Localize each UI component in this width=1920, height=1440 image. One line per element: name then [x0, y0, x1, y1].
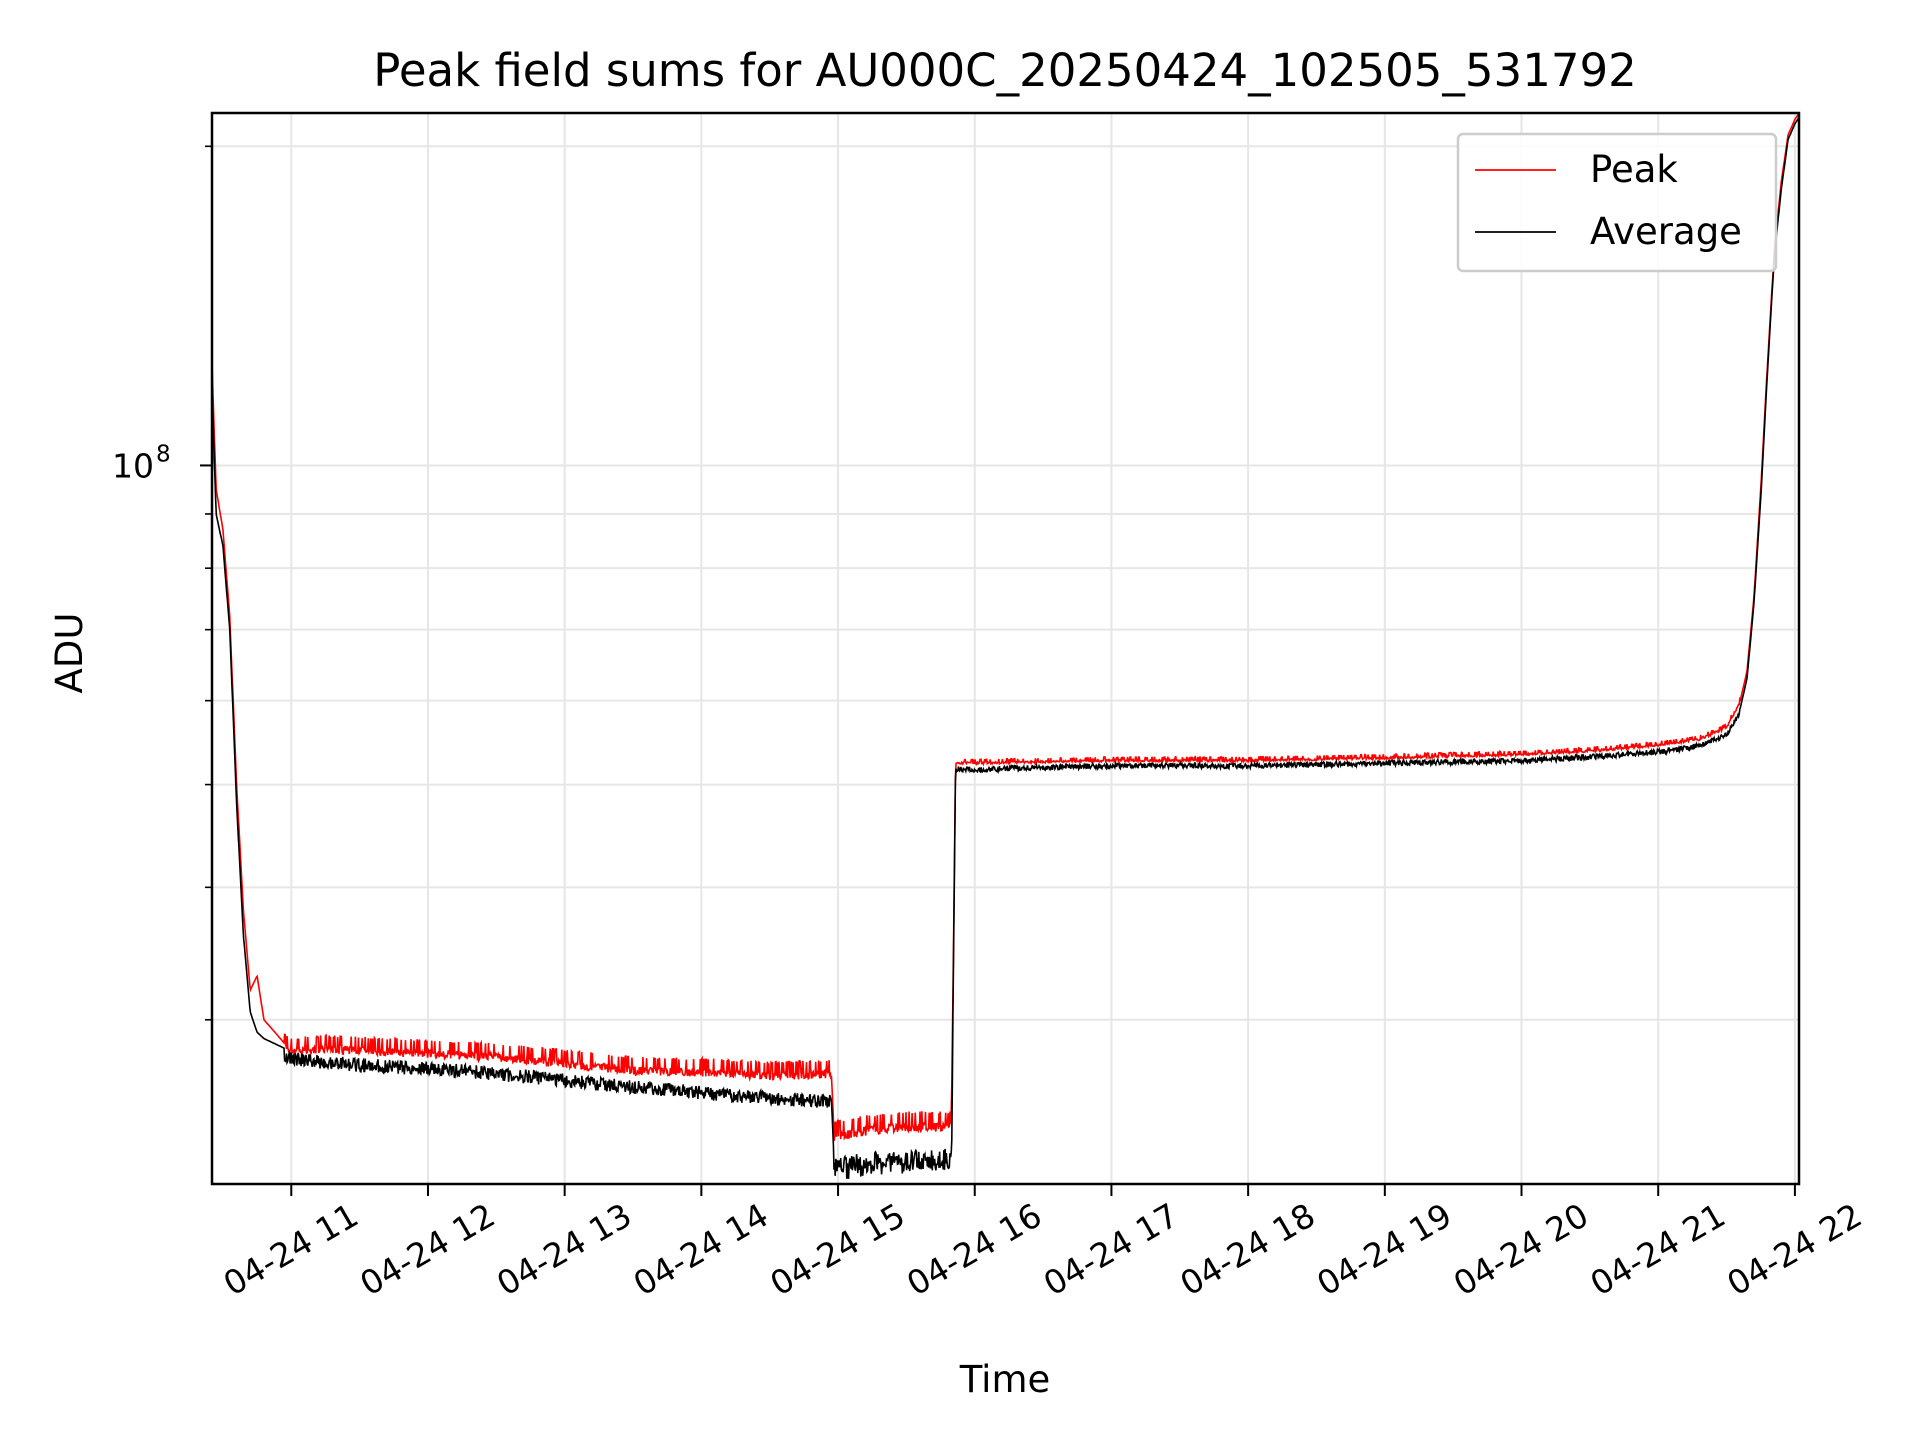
- legend-label-peak: Peak: [1590, 148, 1678, 191]
- legend: Peak Average: [1456, 132, 1778, 273]
- plot-frame: [210, 111, 1801, 1186]
- legend-label-average: Average: [1590, 210, 1742, 253]
- x-axis-label: Time: [959, 1358, 1051, 1401]
- plot-area: [211, 112, 1800, 1179]
- y-tick-label-exponent: 8: [156, 441, 171, 467]
- y-tick-label: 10: [112, 446, 154, 485]
- series-line-average: [211, 116, 1800, 1179]
- legend-box: [1456, 132, 1778, 273]
- y-axis-label: ADU: [48, 613, 91, 694]
- series-line-peak: [211, 112, 1800, 1142]
- chart-title: Peak field sums for AU000C_20250424_1025…: [373, 44, 1636, 97]
- y-axis: 10 8: [112, 145, 212, 1021]
